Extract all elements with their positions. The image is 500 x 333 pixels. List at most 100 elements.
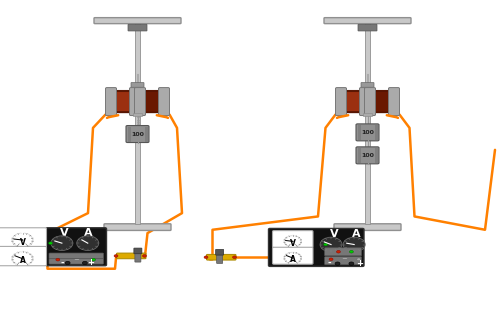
- FancyBboxPatch shape: [324, 248, 362, 256]
- FancyBboxPatch shape: [344, 92, 367, 112]
- FancyBboxPatch shape: [0, 246, 46, 266]
- Text: A: A: [352, 229, 360, 239]
- Circle shape: [65, 261, 70, 265]
- FancyBboxPatch shape: [140, 91, 165, 112]
- Circle shape: [232, 256, 236, 258]
- FancyBboxPatch shape: [339, 90, 367, 113]
- Circle shape: [343, 237, 365, 252]
- Text: 100: 100: [361, 153, 374, 158]
- Circle shape: [56, 258, 60, 261]
- FancyBboxPatch shape: [141, 91, 165, 112]
- Circle shape: [77, 236, 99, 250]
- Circle shape: [320, 237, 342, 252]
- Circle shape: [114, 254, 118, 257]
- Text: A: A: [290, 255, 296, 264]
- FancyBboxPatch shape: [358, 24, 377, 31]
- Circle shape: [329, 258, 333, 261]
- Text: V: V: [60, 228, 69, 238]
- Bar: [374, 125, 378, 140]
- FancyBboxPatch shape: [324, 257, 362, 265]
- Circle shape: [142, 254, 146, 257]
- Text: -: -: [60, 258, 64, 267]
- Bar: [128, 127, 130, 142]
- Circle shape: [335, 262, 340, 265]
- Text: V: V: [330, 229, 339, 239]
- FancyBboxPatch shape: [110, 91, 137, 113]
- FancyBboxPatch shape: [49, 253, 104, 259]
- Text: +: +: [356, 259, 363, 268]
- FancyBboxPatch shape: [0, 228, 46, 247]
- Circle shape: [51, 236, 73, 250]
- Text: ~: ~: [74, 257, 79, 263]
- FancyBboxPatch shape: [388, 88, 400, 116]
- FancyBboxPatch shape: [216, 249, 224, 255]
- FancyBboxPatch shape: [364, 88, 376, 116]
- Bar: [365, 18, 370, 224]
- FancyBboxPatch shape: [368, 90, 396, 113]
- FancyBboxPatch shape: [138, 90, 166, 113]
- Bar: [135, 18, 140, 224]
- Bar: [374, 148, 378, 163]
- FancyBboxPatch shape: [106, 88, 117, 116]
- FancyBboxPatch shape: [216, 255, 222, 263]
- FancyBboxPatch shape: [268, 228, 364, 266]
- Circle shape: [48, 242, 52, 244]
- FancyBboxPatch shape: [360, 88, 370, 116]
- FancyBboxPatch shape: [109, 90, 137, 113]
- FancyBboxPatch shape: [206, 254, 236, 260]
- FancyBboxPatch shape: [135, 253, 141, 262]
- FancyBboxPatch shape: [342, 91, 367, 112]
- Bar: [358, 125, 360, 140]
- FancyBboxPatch shape: [112, 91, 137, 112]
- FancyBboxPatch shape: [49, 258, 104, 264]
- FancyBboxPatch shape: [134, 88, 145, 116]
- Text: V: V: [20, 238, 26, 247]
- FancyBboxPatch shape: [139, 91, 166, 113]
- Circle shape: [357, 258, 361, 261]
- FancyBboxPatch shape: [361, 83, 374, 87]
- FancyBboxPatch shape: [158, 88, 170, 116]
- FancyBboxPatch shape: [336, 88, 346, 116]
- Circle shape: [82, 261, 87, 265]
- Circle shape: [292, 241, 294, 242]
- Circle shape: [350, 250, 354, 253]
- FancyBboxPatch shape: [356, 124, 379, 141]
- FancyBboxPatch shape: [356, 147, 379, 164]
- Circle shape: [22, 239, 23, 240]
- FancyBboxPatch shape: [131, 83, 144, 87]
- FancyBboxPatch shape: [128, 24, 147, 31]
- Bar: [144, 127, 148, 142]
- Bar: [358, 148, 360, 163]
- FancyBboxPatch shape: [371, 91, 394, 112]
- Circle shape: [324, 243, 328, 246]
- Text: 100: 100: [361, 130, 374, 135]
- Text: A: A: [84, 228, 92, 238]
- Circle shape: [336, 250, 340, 253]
- Circle shape: [204, 256, 208, 258]
- FancyBboxPatch shape: [134, 248, 142, 254]
- FancyBboxPatch shape: [46, 228, 106, 266]
- Circle shape: [22, 258, 23, 259]
- FancyBboxPatch shape: [94, 18, 181, 24]
- Text: +: +: [87, 258, 94, 267]
- FancyBboxPatch shape: [272, 247, 313, 264]
- FancyBboxPatch shape: [370, 91, 395, 112]
- Text: A: A: [20, 256, 26, 265]
- Text: V: V: [290, 239, 296, 248]
- Bar: [133, 113, 142, 116]
- FancyBboxPatch shape: [369, 91, 396, 113]
- FancyBboxPatch shape: [130, 88, 140, 116]
- FancyBboxPatch shape: [116, 253, 146, 259]
- Text: 100: 100: [131, 132, 144, 137]
- FancyBboxPatch shape: [104, 224, 171, 230]
- FancyBboxPatch shape: [114, 92, 137, 112]
- Text: ~: ~: [341, 256, 347, 262]
- FancyBboxPatch shape: [324, 18, 411, 24]
- Circle shape: [92, 258, 96, 261]
- FancyBboxPatch shape: [272, 230, 313, 248]
- FancyBboxPatch shape: [340, 91, 367, 113]
- Text: -: -: [328, 259, 331, 268]
- Circle shape: [349, 262, 354, 265]
- FancyBboxPatch shape: [126, 126, 149, 143]
- Bar: [363, 113, 372, 116]
